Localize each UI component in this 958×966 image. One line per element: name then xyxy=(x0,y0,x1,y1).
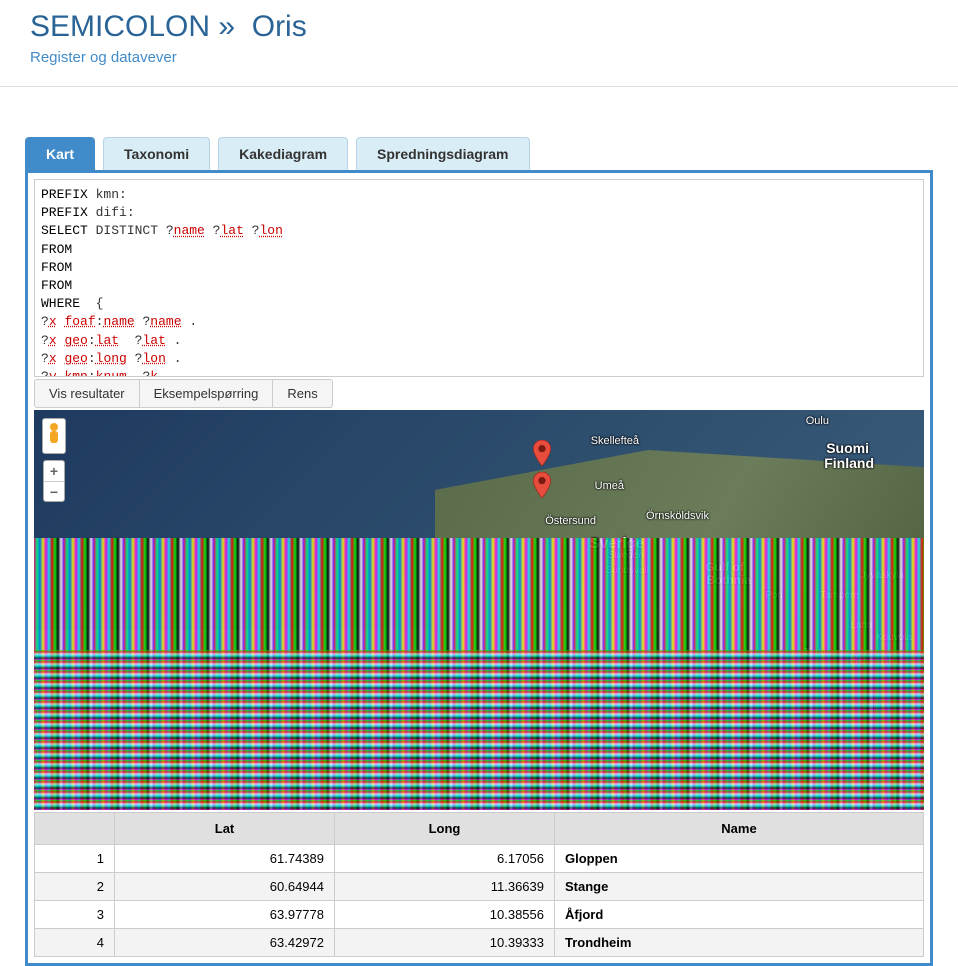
map-marker-icon[interactable] xyxy=(533,440,551,466)
cell-lat: 63.97778 xyxy=(115,901,335,929)
results-table: Lat Long Name 161.743896.17056Gloppen260… xyxy=(34,812,924,957)
tab-kart[interactable]: Kart xyxy=(25,137,95,170)
cell-idx: 2 xyxy=(35,873,115,901)
tab-spredningsdiagram[interactable]: Spredningsdiagram xyxy=(356,137,529,170)
cell-name: Åfjord xyxy=(555,901,924,929)
map-label-skelleftea: Skellefteå xyxy=(591,435,639,447)
cell-lat: 60.64944 xyxy=(115,873,335,901)
query-buttons: Vis resultater Eksempelspørring Rens xyxy=(34,379,924,408)
header-subtitle: Register og datavever xyxy=(30,49,928,66)
cell-idx: 4 xyxy=(35,929,115,957)
map-controls: + − xyxy=(42,418,66,502)
show-results-button[interactable]: Vis resultater xyxy=(34,379,140,408)
tab-kakediagram[interactable]: Kakediagram xyxy=(218,137,348,170)
cell-name: Trondheim xyxy=(555,929,924,957)
zoom-control: + − xyxy=(43,460,65,502)
zoom-out-button[interactable]: − xyxy=(44,481,64,501)
streetview-pegman-icon[interactable] xyxy=(42,418,66,454)
cell-long: 6.17056 xyxy=(335,845,555,873)
header-title: SEMICOLON » Oris xyxy=(30,10,928,44)
cell-name: Gloppen xyxy=(555,845,924,873)
cell-long: 10.39333 xyxy=(335,929,555,957)
tab-panel: PREFIX kmn: PREFIX difi: SELECT DISTINCT… xyxy=(25,170,933,966)
table-row: 463.4297210.39333Trondheim xyxy=(35,929,924,957)
brand-link[interactable]: SEMICOLON xyxy=(30,10,210,43)
col-header-lat: Lat xyxy=(115,813,335,845)
col-header-name: Name xyxy=(555,813,924,845)
page-name: Oris xyxy=(252,10,307,43)
map-label-ostersund: Östersund xyxy=(545,515,596,527)
example-query-button[interactable]: Eksempelspørring xyxy=(140,379,274,408)
cell-lat: 61.74389 xyxy=(115,845,335,873)
cell-long: 10.38556 xyxy=(335,901,555,929)
map[interactable]: Oulu Skellefteå Suomi Finland Umeå Örnsk… xyxy=(34,410,924,810)
cell-long: 11.36639 xyxy=(335,873,555,901)
breadcrumb-sep: » xyxy=(218,10,235,43)
table-row: 161.743896.17056Gloppen xyxy=(35,845,924,873)
main-content: Kart Taxonomi Kakediagram Spredningsdiag… xyxy=(0,87,958,966)
cell-idx: 1 xyxy=(35,845,115,873)
map-label-finland: Finland xyxy=(824,455,874,471)
map-label-suomi: Suomi xyxy=(826,440,869,456)
table-header-row: Lat Long Name xyxy=(35,813,924,845)
cell-name: Stange xyxy=(555,873,924,901)
table-row: 260.6494411.36639Stange xyxy=(35,873,924,901)
col-header-idx xyxy=(35,813,115,845)
col-header-long: Long xyxy=(335,813,555,845)
map-label-oulu: Oulu xyxy=(806,415,829,427)
tab-bar: Kart Taxonomi Kakediagram Spredningsdiag… xyxy=(25,137,933,170)
sparql-query-input[interactable]: PREFIX kmn: PREFIX difi: SELECT DISTINCT… xyxy=(34,179,924,377)
tab-taxonomi[interactable]: Taxonomi xyxy=(103,137,210,170)
map-glitch2 xyxy=(34,650,924,810)
map-marker-icon[interactable] xyxy=(533,472,551,498)
zoom-in-button[interactable]: + xyxy=(44,461,64,481)
cell-lat: 63.42972 xyxy=(115,929,335,957)
results-table-area: Lat Long Name 161.743896.17056Gloppen260… xyxy=(34,812,924,957)
subtitle-link[interactable]: Register og datavever xyxy=(30,49,177,66)
clear-button[interactable]: Rens xyxy=(273,379,332,408)
map-label-umea: Umeå xyxy=(595,480,624,492)
cell-idx: 3 xyxy=(35,901,115,929)
table-row: 363.9777810.38556Åfjord xyxy=(35,901,924,929)
page-header: SEMICOLON » Oris Register og datavever xyxy=(0,0,958,87)
map-label-ornskoldsvik: Örnsköldsvik xyxy=(646,510,709,522)
